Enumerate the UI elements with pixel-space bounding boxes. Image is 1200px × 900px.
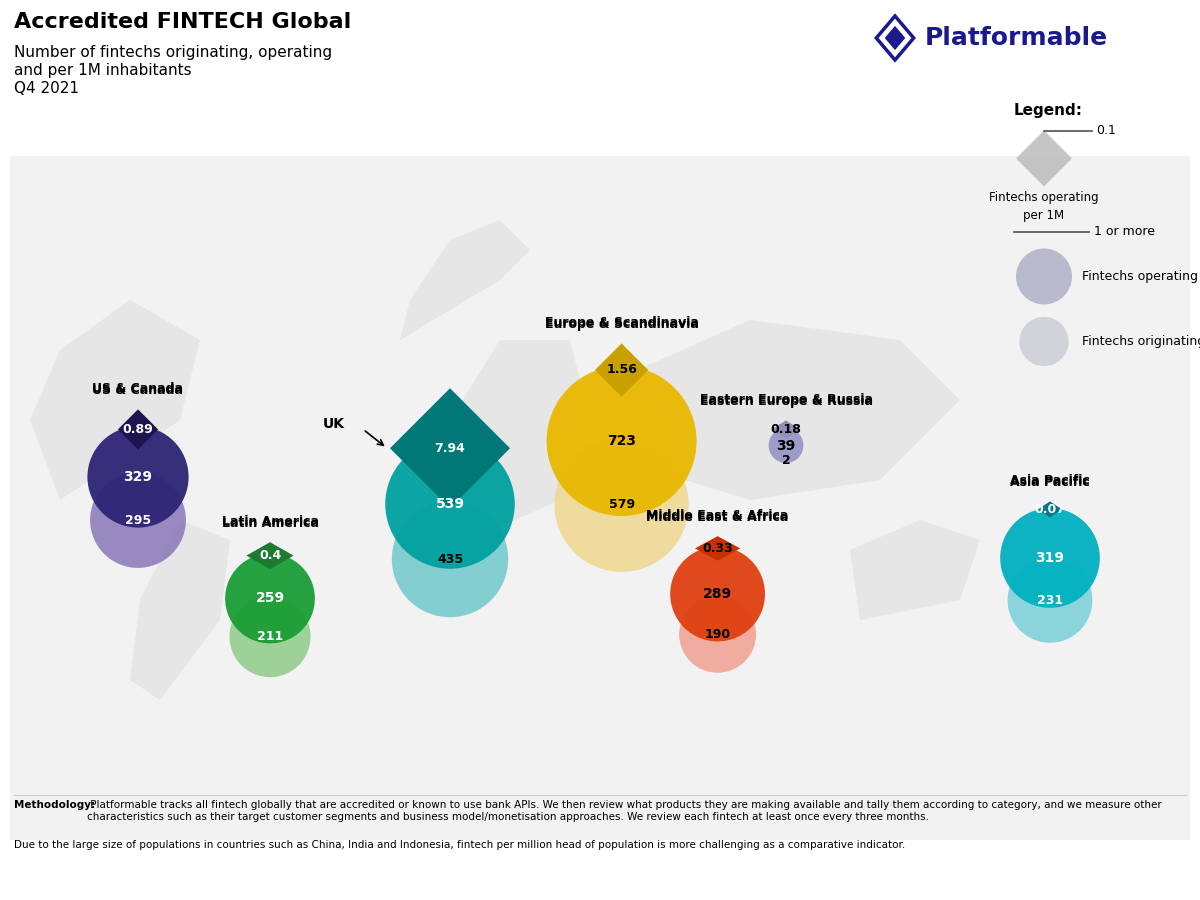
Circle shape <box>385 439 515 569</box>
Text: 211: 211 <box>257 630 283 644</box>
Text: UK: UK <box>323 418 346 431</box>
Text: Fintechs operating: Fintechs operating <box>1082 270 1198 283</box>
Text: Europe & Scandinavia: Europe & Scandinavia <box>545 317 698 329</box>
Text: 329: 329 <box>124 470 152 484</box>
Polygon shape <box>772 420 800 438</box>
Circle shape <box>547 366 696 516</box>
Text: 7.94: 7.94 <box>434 442 466 454</box>
Text: 579: 579 <box>608 499 635 511</box>
Circle shape <box>670 546 766 642</box>
Text: Europe & Scandinavia: Europe & Scandinavia <box>545 319 698 331</box>
Text: 1 or more: 1 or more <box>1094 225 1154 238</box>
Polygon shape <box>884 26 905 50</box>
FancyBboxPatch shape <box>10 156 1190 840</box>
Circle shape <box>1008 558 1092 643</box>
Text: Platformable: Platformable <box>925 26 1108 50</box>
Text: 259: 259 <box>256 591 284 606</box>
Text: 1.56: 1.56 <box>606 364 637 376</box>
Text: 0.4: 0.4 <box>259 549 281 562</box>
Polygon shape <box>1016 130 1072 186</box>
Text: Due to the large size of populations in countries such as China, India and Indon: Due to the large size of populations in … <box>14 840 905 850</box>
Circle shape <box>1019 317 1069 366</box>
Text: Eastern Europe & Russia: Eastern Europe & Russia <box>700 393 872 407</box>
Text: 2: 2 <box>781 454 791 467</box>
Polygon shape <box>695 536 740 561</box>
Circle shape <box>229 596 311 677</box>
Text: Platformable tracks all fintech globally that are accredited or known to use ban: Platformable tracks all fintech globally… <box>88 800 1162 822</box>
Circle shape <box>1000 508 1100 608</box>
Text: 39: 39 <box>776 438 796 453</box>
Polygon shape <box>390 388 510 508</box>
Text: Eastern Europe & Russia: Eastern Europe & Russia <box>700 395 872 409</box>
Polygon shape <box>30 300 200 500</box>
Polygon shape <box>246 542 294 569</box>
Polygon shape <box>595 344 648 397</box>
Text: Latin America: Latin America <box>222 518 318 530</box>
Text: Middle East & Africa: Middle East & Africa <box>647 509 788 522</box>
Circle shape <box>1016 248 1072 304</box>
Text: Asia Pacific: Asia Pacific <box>1010 476 1090 490</box>
Polygon shape <box>400 220 530 340</box>
Text: 0.33: 0.33 <box>702 542 733 555</box>
Polygon shape <box>850 520 980 620</box>
Text: Fintechs originating: Fintechs originating <box>1082 335 1200 348</box>
Circle shape <box>392 501 508 617</box>
Text: 723: 723 <box>607 434 636 448</box>
Text: 0.07: 0.07 <box>1034 503 1066 516</box>
Text: Methodology:: Methodology: <box>14 800 95 810</box>
Text: Asia Pacific: Asia Pacific <box>1010 474 1090 488</box>
Text: 0.1: 0.1 <box>1096 124 1116 137</box>
Text: 295: 295 <box>125 514 151 526</box>
Text: Number of fintechs originating, operating: Number of fintechs originating, operatin… <box>14 45 332 60</box>
Polygon shape <box>440 340 590 540</box>
Text: 435: 435 <box>437 553 463 565</box>
Text: Middle East & Africa: Middle East & Africa <box>647 511 788 524</box>
Text: Accredited FINTECH Global: Accredited FINTECH Global <box>14 12 352 32</box>
Text: 231: 231 <box>1037 594 1063 607</box>
Polygon shape <box>570 320 960 500</box>
Text: 0.18: 0.18 <box>770 423 802 436</box>
Text: Latin America: Latin America <box>222 515 318 528</box>
Circle shape <box>782 456 790 464</box>
Circle shape <box>554 437 689 572</box>
Circle shape <box>679 596 756 673</box>
Text: Fintechs operating
per 1M: Fintechs operating per 1M <box>989 192 1099 221</box>
Circle shape <box>88 427 188 527</box>
Text: Legend:: Legend: <box>1014 104 1084 119</box>
Text: UK: UK <box>440 364 460 376</box>
Text: 539: 539 <box>436 497 464 511</box>
Text: and per 1M inhabitants: and per 1M inhabitants <box>14 63 192 78</box>
Text: US & Canada: US & Canada <box>92 384 184 397</box>
Text: 0.89: 0.89 <box>122 423 154 436</box>
Text: Q4 2021: Q4 2021 <box>14 81 79 96</box>
Text: 190: 190 <box>704 628 731 641</box>
Text: 289: 289 <box>703 587 732 601</box>
Circle shape <box>90 472 186 568</box>
Polygon shape <box>118 410 158 449</box>
Circle shape <box>768 428 804 463</box>
Polygon shape <box>1038 501 1062 518</box>
Text: US & Canada: US & Canada <box>92 382 184 395</box>
Text: 319: 319 <box>1036 551 1064 565</box>
Polygon shape <box>130 520 230 700</box>
Circle shape <box>226 554 314 644</box>
